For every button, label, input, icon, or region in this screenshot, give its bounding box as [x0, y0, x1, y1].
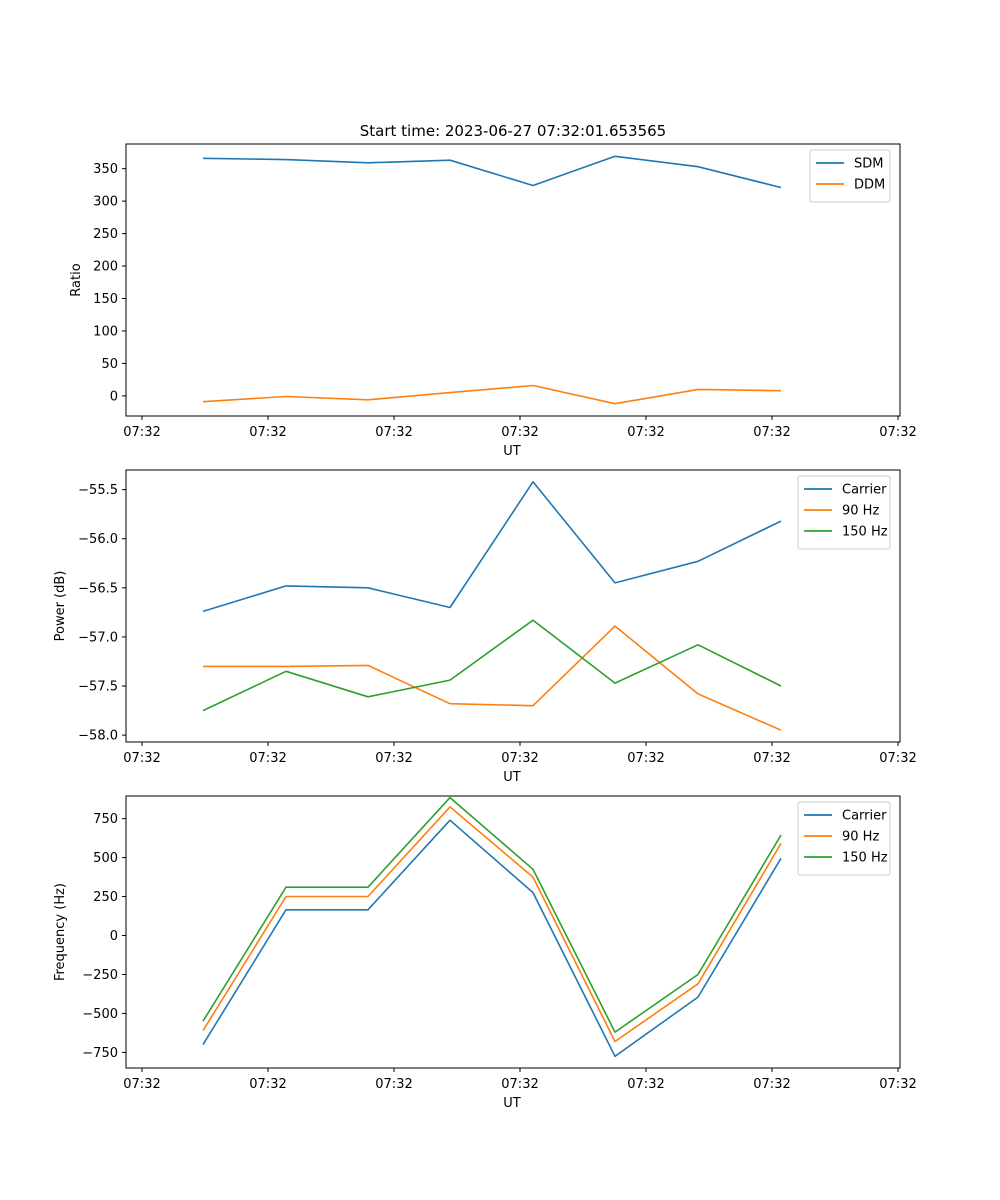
- panel-3: 07:32 07:32 07:32 07:32 07:32 07:32 07:32 UT −75…: [53, 795, 917, 1111]
- plot-frame: [125, 469, 901, 743]
- legend-label: 150 Hz: [842, 525, 888, 540]
- legend: Carrier 90 Hz 150 Hz: [797, 475, 891, 550]
- y-tick-label: −57.5: [78, 680, 118, 695]
- legend-label: 90 Hz: [842, 504, 879, 519]
- y-tick-label: 250: [93, 890, 118, 905]
- legend-label: Carrier: [842, 483, 887, 498]
- y-tick-label: −500: [82, 1007, 118, 1022]
- y-tick-label: 750: [93, 812, 118, 827]
- y-tick-label: 50: [101, 357, 118, 372]
- y-tick-label: 300: [93, 195, 118, 210]
- y-axis-label: Ratio: [69, 263, 84, 296]
- panel-2: 07:32 07:32 07:32 07:32 07:32 07:32 07:32 UT −58…: [53, 469, 917, 785]
- y-tick-label: 500: [93, 851, 118, 866]
- x-tick-label: 07:32: [753, 425, 790, 440]
- series-line: [202, 819, 782, 1058]
- y-axis-label: Power (dB): [53, 571, 68, 642]
- y-tick-label: −57.0: [78, 630, 118, 645]
- x-tick-label: 07:32: [375, 751, 412, 766]
- series-line: [202, 619, 782, 712]
- x-tick-label: 07:32: [753, 751, 790, 766]
- x-tick-label: 07:32: [501, 751, 538, 766]
- y-tick-label: −750: [82, 1046, 118, 1061]
- panels: 07:32 07:32 07:32 07:32 07:32 07:32 07:32 UT 0 50…: [53, 143, 917, 1111]
- x-tick-label: 07:32: [879, 425, 916, 440]
- y-tick-label: −58.0: [78, 729, 118, 744]
- x-tick-label: 07:32: [627, 425, 664, 440]
- plot-frame: [125, 143, 901, 417]
- legend-label: Carrier: [842, 809, 887, 824]
- series-line: [202, 480, 782, 613]
- legend-label: SDM: [854, 157, 883, 172]
- series-line: [202, 806, 782, 1043]
- chart-title: Start time: 2023-06-27 07:32:01.653565: [360, 122, 666, 140]
- y-tick-label: −55.5: [78, 483, 118, 498]
- x-axis-label: UT: [503, 770, 521, 785]
- x-tick-label: 07:32: [123, 1077, 160, 1092]
- y-axis-label: Frequency (Hz): [53, 883, 68, 981]
- x-tick-label: 07:32: [375, 425, 412, 440]
- x-tick-label: 07:32: [753, 1077, 790, 1092]
- y-tick-label: −56.5: [78, 581, 118, 596]
- legend: Carrier 90 Hz 150 Hz: [797, 801, 891, 876]
- series-line: [202, 796, 782, 1033]
- legend-label: DDM: [854, 178, 885, 193]
- x-tick-label: 07:32: [879, 1077, 916, 1092]
- x-axis-label: UT: [503, 444, 521, 459]
- y-tick-label: −250: [82, 968, 118, 983]
- panel-1: 07:32 07:32 07:32 07:32 07:32 07:32 07:32 UT 0 50…: [69, 143, 917, 459]
- x-tick-label: 07:32: [501, 425, 538, 440]
- x-tick-label: 07:32: [123, 425, 160, 440]
- x-tick-label: 07:32: [249, 425, 286, 440]
- y-tick-label: 0: [110, 389, 118, 404]
- y-tick-label: 250: [93, 227, 118, 242]
- x-tick-label: 07:32: [375, 1077, 412, 1092]
- legend: SDM DDM: [809, 149, 891, 203]
- x-tick-label: 07:32: [123, 751, 160, 766]
- y-tick-label: 100: [93, 324, 118, 339]
- y-tick-label: −56.0: [78, 532, 118, 547]
- x-axis-label: UT: [503, 1096, 521, 1111]
- x-tick-label: 07:32: [879, 751, 916, 766]
- series-line: [202, 384, 782, 405]
- x-tick-label: 07:32: [627, 751, 664, 766]
- y-tick-label: 200: [93, 260, 118, 275]
- legend-label: 90 Hz: [842, 830, 879, 845]
- series-line: [203, 625, 782, 731]
- x-tick-label: 07:32: [627, 1077, 664, 1092]
- legend-label: 150 Hz: [842, 851, 888, 866]
- plot-frame: [125, 795, 901, 1069]
- x-tick-label: 07:32: [249, 1077, 286, 1092]
- x-tick-label: 07:32: [501, 1077, 538, 1092]
- y-tick-label: 150: [93, 292, 118, 307]
- y-tick-label: 0: [110, 929, 118, 944]
- y-tick-label: 350: [93, 162, 118, 177]
- x-tick-label: 07:32: [249, 751, 286, 766]
- series-line: [202, 155, 782, 189]
